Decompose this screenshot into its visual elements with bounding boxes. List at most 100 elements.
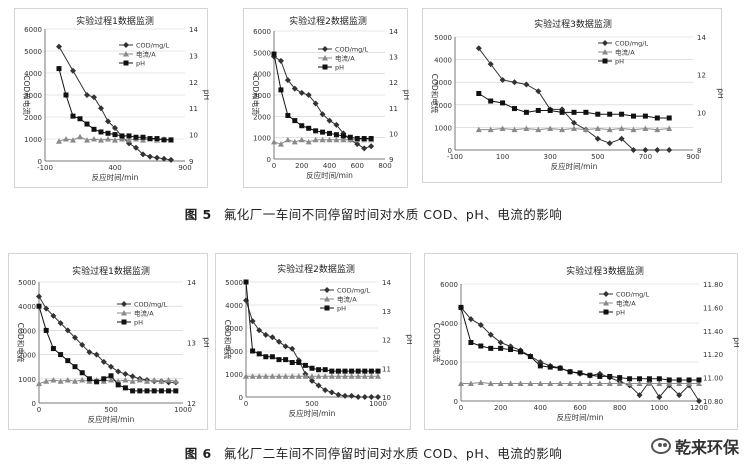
data-point (56, 43, 62, 50)
data-point (298, 89, 305, 96)
data-point (375, 394, 381, 400)
data-point (72, 378, 78, 384)
series-line (460, 307, 699, 381)
data-point (642, 125, 649, 132)
data-point (302, 373, 309, 379)
data-point (686, 380, 693, 386)
y-tick-label: 6000 (24, 26, 42, 34)
wechat-icon (650, 438, 671, 454)
legend-label: pH (335, 64, 344, 72)
data-point (666, 125, 673, 132)
data-point (282, 373, 289, 379)
legend-marker (603, 291, 609, 297)
data-point (557, 380, 564, 386)
legend-label: COD/mg/L (136, 42, 169, 50)
data-point (256, 327, 263, 334)
data-point (686, 377, 692, 383)
data-point (348, 392, 355, 399)
data-point (571, 125, 577, 132)
data-point (262, 331, 269, 338)
legend-label: COD/mg/L (615, 40, 648, 48)
data-point (636, 392, 643, 399)
data-point (289, 360, 295, 365)
x-tick-label: 600 (351, 162, 364, 170)
y-tick-label: 1000 (434, 124, 452, 132)
y-tick-label: 4000 (18, 303, 36, 311)
data-point (368, 143, 375, 150)
x-axis-label: 反应时间/min (557, 412, 604, 422)
data-point (84, 121, 90, 127)
chart-panel-3: 0 1000 2000 3000 4000 5000 8 10 12 14 -100 100 300 50… (422, 8, 723, 183)
data-point (126, 133, 132, 139)
y2-tick-label: 13 (389, 54, 398, 62)
y-tick-label: 3000 (225, 325, 243, 333)
data-point (282, 343, 289, 350)
data-point (577, 370, 583, 376)
data-point (559, 109, 565, 115)
x-tick-label: 500 (104, 406, 117, 414)
chart-panel-1: 0 1000 2000 3000 4000 5000 6000 9 10 11 12 13 14 -100… (14, 8, 209, 188)
data-point (136, 377, 143, 383)
y-tick-label: 0 (448, 147, 452, 155)
y-tick-label: 6000 (440, 281, 458, 289)
chart-svg-2: 0 1000 2000 3000 4000 5000 6000 9 10 11 12 13 14 0 200… (251, 15, 409, 180)
data-point (518, 349, 523, 355)
data-point (458, 304, 464, 310)
legend: COD/mg/L电流/ApH (320, 287, 370, 313)
data-point (617, 375, 623, 381)
y2-tick-label: 11 (382, 365, 391, 373)
chart-panel-4: 0 1000 2000 3000 4000 5000 12 13 14 0 500 1000 实验过程1… (8, 253, 209, 430)
legend-label: 电流/A (616, 299, 636, 308)
y-tick-label: 2000 (225, 348, 243, 356)
data-point (333, 121, 340, 128)
data-point (322, 373, 329, 379)
chart-svg-5: 0 1000 2000 3000 4000 5000 10 11 12 13 14 0 500 1000 实… (223, 263, 412, 418)
figure-number: 图 6 (184, 446, 212, 461)
data-point (637, 376, 642, 382)
data-point (583, 109, 589, 115)
data-point (122, 377, 129, 383)
x-tick-label: 200 (295, 162, 308, 170)
data-point (586, 380, 593, 386)
x-tick-label: 100 (496, 153, 509, 161)
data-point (312, 136, 319, 143)
data-point (547, 380, 554, 386)
data-point (535, 126, 542, 133)
legend-label: COD/mg/L (337, 287, 370, 295)
data-point (527, 354, 533, 360)
data-point (271, 138, 277, 145)
x-tick-label: 300 (544, 153, 557, 161)
data-point (250, 348, 256, 354)
data-point (98, 137, 104, 143)
series-triangle (475, 125, 673, 133)
data-point (93, 351, 100, 358)
data-point (498, 345, 504, 351)
data-point (487, 331, 494, 338)
legend-label: 电流/A (136, 50, 156, 59)
data-point (112, 132, 118, 138)
series-diamond (56, 43, 174, 163)
data-point (91, 94, 97, 101)
legend-label: 电流/A (337, 295, 357, 304)
data-point (335, 391, 342, 398)
y2-tick-label: 12 (189, 79, 198, 87)
data-point (269, 334, 276, 341)
legend-marker (603, 300, 609, 306)
data-point (508, 347, 514, 353)
y2-tick-label: 13 (187, 340, 196, 348)
legend-marker (123, 42, 129, 48)
data-point (354, 141, 361, 148)
data-point (368, 368, 374, 374)
data-point (70, 137, 76, 143)
data-point (43, 327, 49, 333)
data-point (355, 368, 361, 374)
x-tick-label: -100 (447, 153, 463, 161)
y-axis-label: COD和电流 (223, 320, 233, 360)
data-point (256, 373, 263, 379)
data-point (249, 373, 256, 379)
legend: COD/mg/L电流/ApH (318, 46, 368, 72)
data-point (285, 112, 291, 118)
data-point (627, 376, 633, 382)
data-point (642, 113, 648, 119)
data-point (277, 57, 284, 64)
